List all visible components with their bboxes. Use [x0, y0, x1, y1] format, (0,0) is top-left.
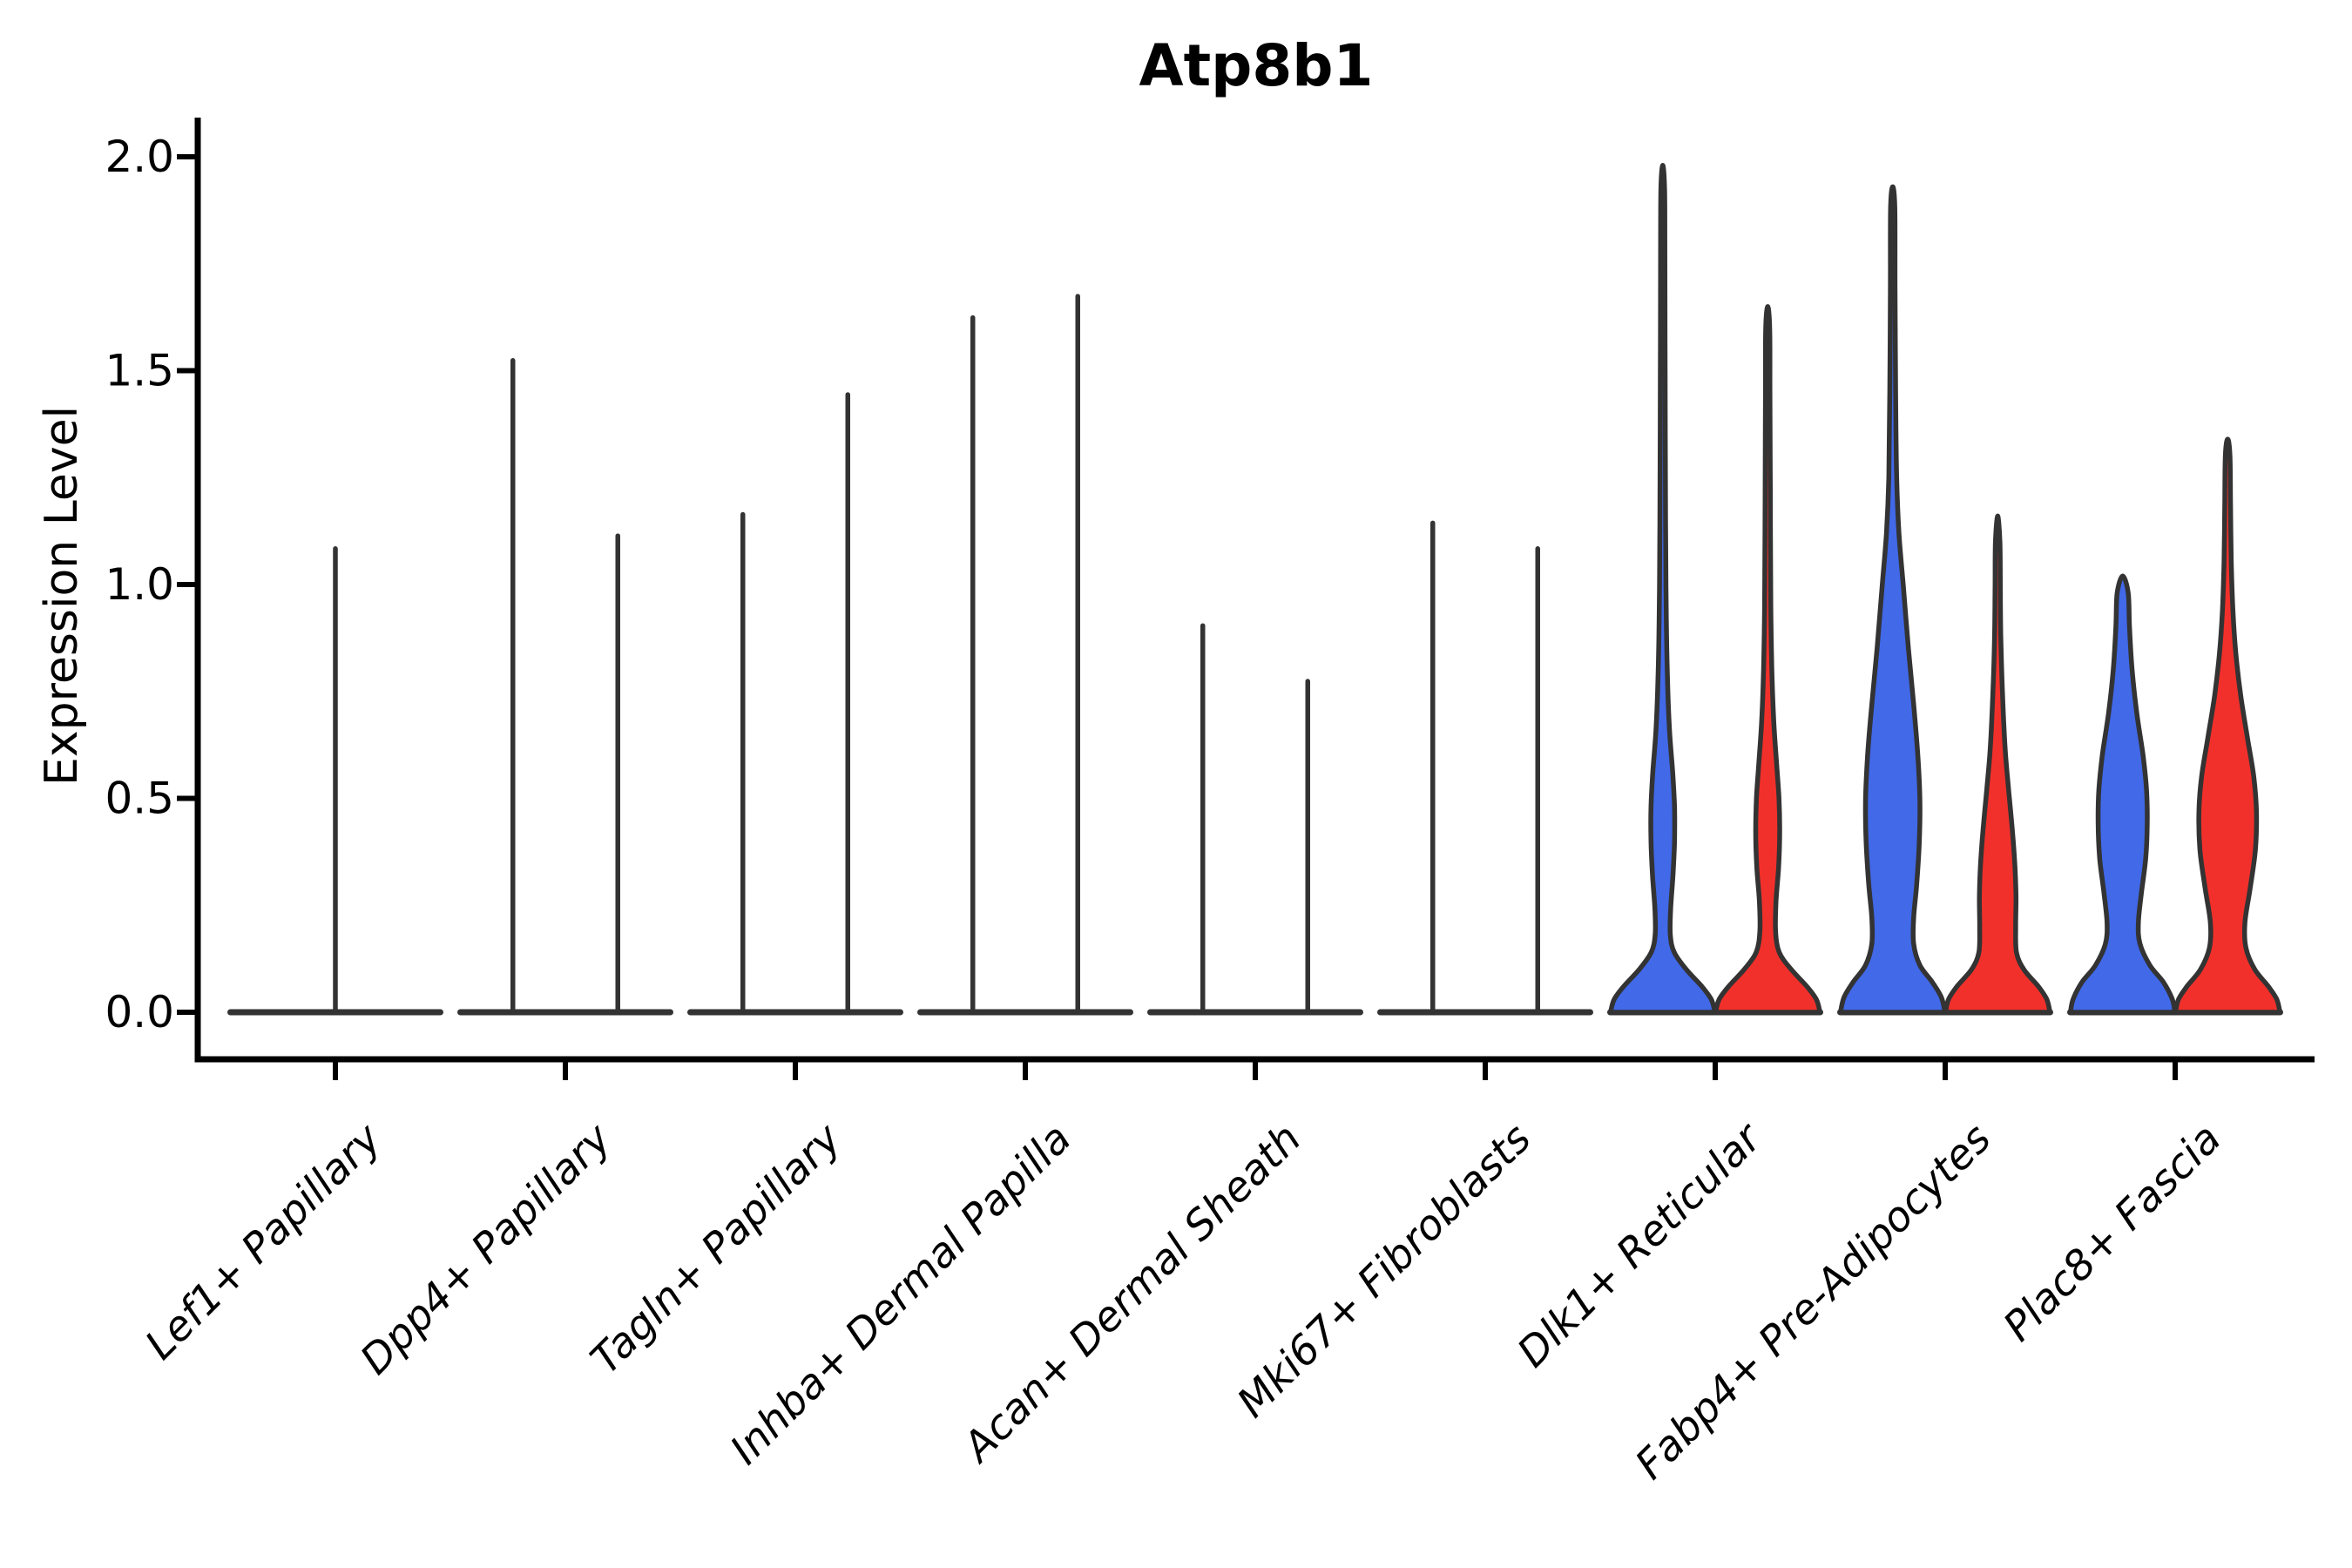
violin-blue [2068, 573, 2178, 1015]
x-tick-label: Dpp4+ Papillary [351, 1114, 621, 1384]
violins-layer [227, 163, 2283, 1016]
x-tick-label: Dlk1+ Reticular [1509, 1113, 1773, 1377]
y-tick-label: 1.5 [105, 346, 174, 396]
violin-red [1943, 513, 2053, 1015]
x-tick-label: Tagln+ Papillary [582, 1114, 852, 1384]
violin-red [2173, 436, 2283, 1015]
y-tick-label: 0.5 [105, 774, 174, 824]
violin-blue [1608, 163, 1718, 1015]
y-tick-label: 0.0 [105, 987, 174, 1037]
chart-title: Atp8b1 [1139, 32, 1374, 99]
y-tick-label: 1.0 [105, 559, 174, 610]
x-tick-label: Lef1+ Papillary [136, 1114, 391, 1369]
y-axis-label: Expression Level [36, 406, 88, 786]
violin-blue [1838, 184, 1948, 1015]
violin-red [1713, 304, 1823, 1015]
y-tick-label: 2.0 [105, 132, 174, 182]
x-tick-label: Plac8+ Fascia [1994, 1115, 2230, 1351]
